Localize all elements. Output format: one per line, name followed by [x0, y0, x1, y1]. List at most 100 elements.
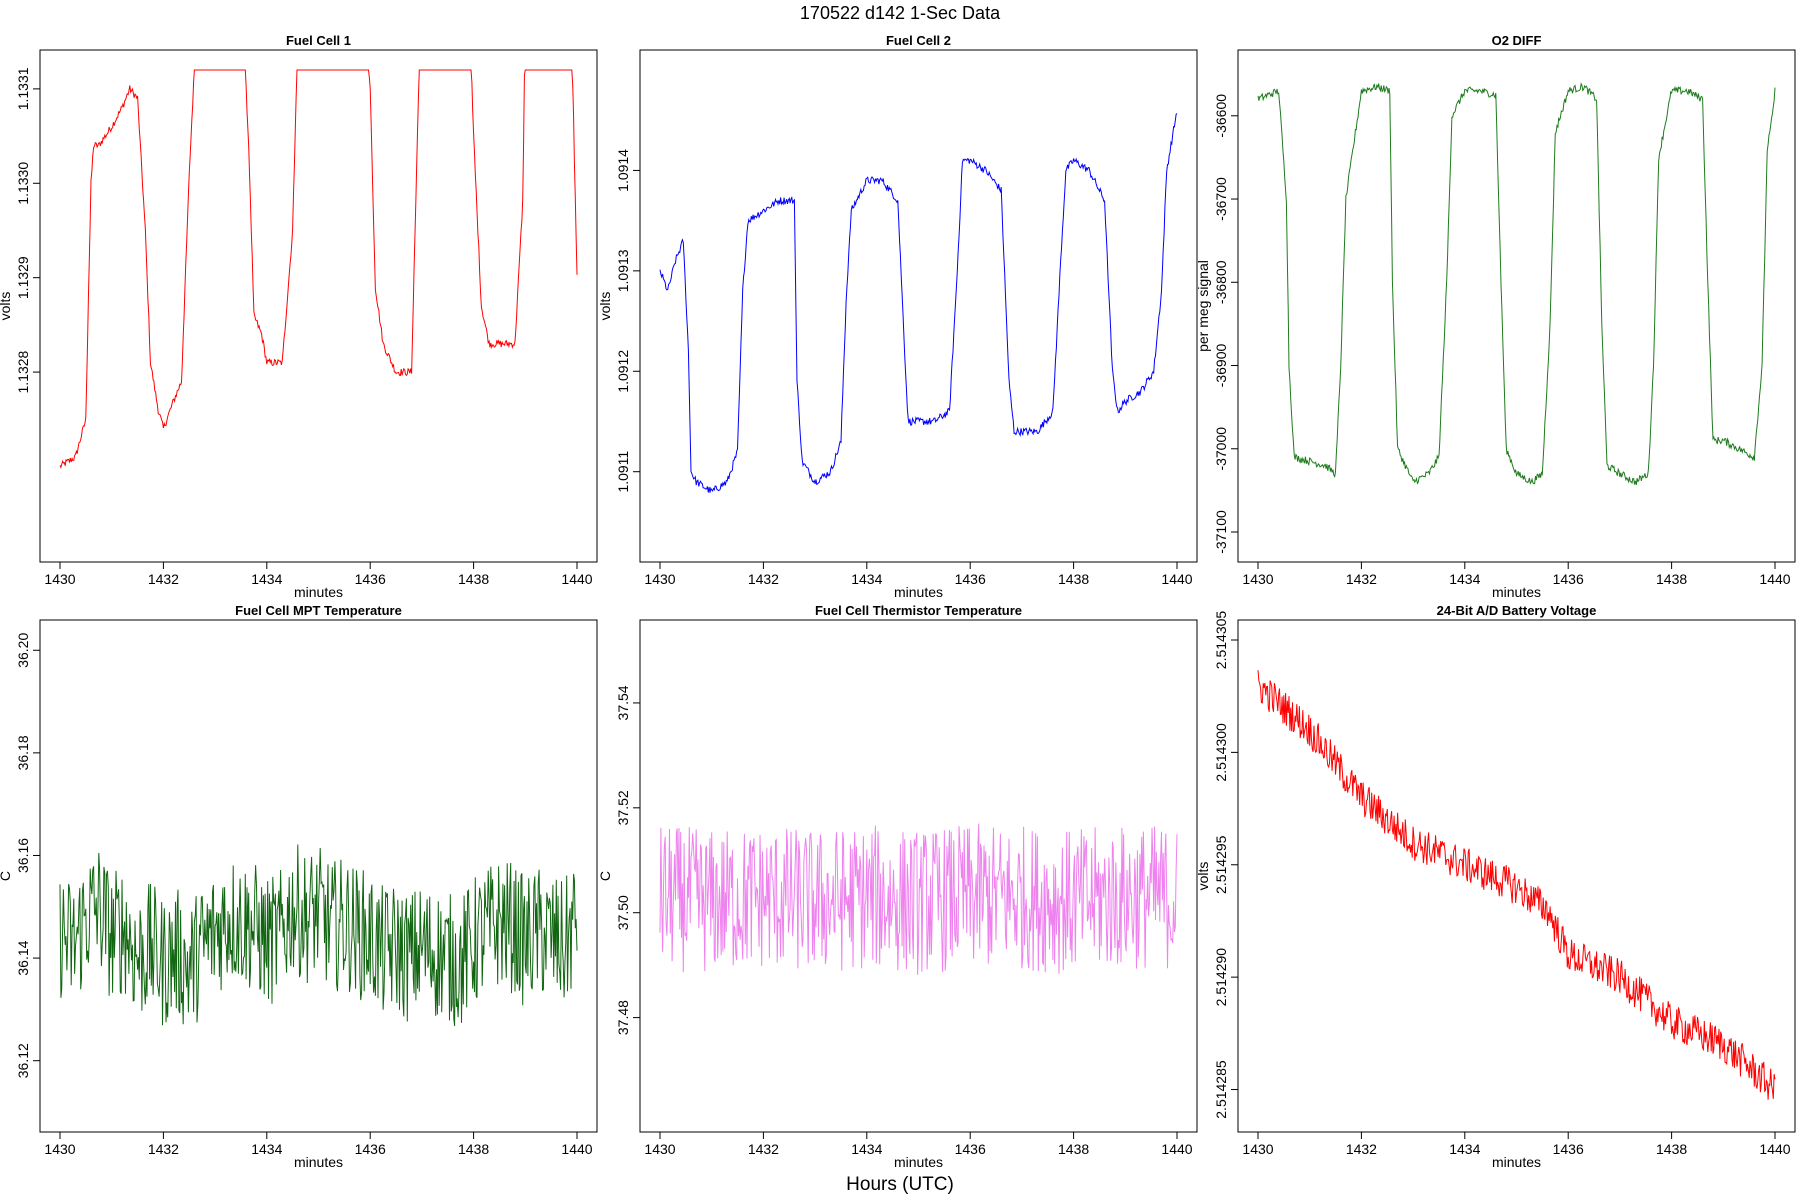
x-tick-label: 1440 [561, 1141, 592, 1157]
x-axis: 1430 1432 1434 1436 1438 1440 [1242, 561, 1791, 587]
x-axis-label: minutes [1492, 1154, 1541, 1170]
series-line [659, 823, 1178, 975]
x-tick-label: 1438 [458, 571, 489, 587]
y-tick-label: 36.16 [15, 838, 31, 873]
panel-2: Fuel Cell 2 1430 1432 1434 1436 1438 1440 minut… [597, 33, 1198, 600]
x-tick-label: 1430 [44, 571, 75, 587]
series-line [659, 113, 1178, 493]
panel-title: Fuel Cell MPT Temperature [235, 603, 402, 618]
y-tick-label: 36.12 [15, 1043, 31, 1078]
x-tick-label: 1434 [1449, 1141, 1480, 1157]
y-axis: 2.514285 2.514290 2.514295 2.514300 2.514305 [1213, 611, 1239, 1119]
y-axis: 1.0911 1.0912 1.0913 1.0914 [615, 149, 641, 493]
x-tick-label: 1432 [748, 1141, 779, 1157]
x-tick-label: 1436 [1553, 571, 1584, 587]
series-line [1257, 82, 1776, 486]
x-axis-label: minutes [1492, 584, 1541, 600]
x-tick-label: 1434 [851, 571, 882, 587]
y-axis: 36.12 36.14 36.16 36.18 36.20 [15, 633, 41, 1078]
x-axis-label: minutes [294, 584, 343, 600]
x-axis: 1430 1432 1434 1436 1438 1440 [644, 561, 1193, 587]
y-tick-label: 1.0914 [615, 149, 631, 192]
x-tick-label: 1430 [644, 1141, 675, 1157]
x-tick-label: 1440 [1759, 571, 1790, 587]
x-tick-label: 1438 [1058, 571, 1089, 587]
x-tick-label: 1430 [1242, 571, 1273, 587]
x-tick-label: 1438 [1656, 571, 1687, 587]
figure-title: 170522 d142 1-Sec Data [800, 3, 1001, 23]
panel-3: O2 DIFF 1430 1432 1434 1436 1438 1440 minutes -3… [1195, 33, 1796, 600]
y-tick-label: -36800 [1213, 260, 1229, 304]
x-axis-label: minutes [294, 1154, 343, 1170]
y-tick-label: 2.514290 [1213, 948, 1229, 1007]
figure-footer-xlabel: Hours (UTC) [846, 1174, 954, 1195]
x-tick-label: 1436 [1553, 1141, 1584, 1157]
plot-frame [39, 619, 598, 1133]
x-tick-label: 1430 [1242, 1141, 1273, 1157]
x-tick-label: 1434 [1449, 571, 1480, 587]
panel-1: Fuel Cell 1 1430 1432 1434 1436 1438 1440 minut… [0, 33, 598, 600]
x-tick-label: 1440 [1161, 571, 1192, 587]
plot-frame [1237, 619, 1796, 1133]
y-tick-label: 1.1331 [15, 67, 31, 110]
y-axis: 1.1328 1.1329 1.1330 1.1331 [15, 67, 41, 393]
x-tick-label: 1432 [148, 571, 179, 587]
y-axis-label: C [0, 871, 13, 881]
x-tick-label: 1438 [1058, 1141, 1089, 1157]
x-tick-label: 1440 [1161, 1141, 1192, 1157]
y-tick-label: 36.18 [15, 735, 31, 770]
y-tick-label: -37100 [1213, 510, 1229, 554]
x-tick-label: 1430 [44, 1141, 75, 1157]
plot-frame [39, 49, 598, 563]
x-tick-label: 1436 [355, 571, 386, 587]
y-tick-label: 1.0911 [615, 451, 631, 493]
x-tick-label: 1432 [748, 571, 779, 587]
y-tick-label: -36700 [1213, 177, 1229, 221]
panel-title: 24-Bit A/D Battery Voltage [1437, 603, 1597, 618]
x-tick-label: 1434 [251, 1141, 282, 1157]
plot-frame [1237, 49, 1796, 563]
panel-title: O2 DIFF [1492, 33, 1542, 48]
y-tick-label: -37000 [1213, 427, 1229, 471]
y-tick-label: 2.514300 [1213, 723, 1229, 782]
series-line [59, 844, 578, 1027]
panel-title: Fuel Cell 1 [286, 33, 351, 48]
x-tick-label: 1434 [251, 571, 282, 587]
x-tick-label: 1434 [851, 1141, 882, 1157]
y-tick-label: 36.20 [15, 633, 31, 668]
x-axis: 1430 1432 1434 1436 1438 1440 [644, 1131, 1193, 1157]
x-tick-label: 1438 [1656, 1141, 1687, 1157]
y-axis-label: C [597, 871, 613, 881]
panel-title: Fuel Cell 2 [886, 33, 951, 48]
y-tick-label: 2.514305 [1213, 611, 1229, 670]
x-tick-label: 1432 [148, 1141, 179, 1157]
x-axis-label: minutes [894, 1154, 943, 1170]
y-tick-label: -36600 [1213, 94, 1229, 138]
x-tick-label: 1436 [355, 1141, 386, 1157]
y-axis: 37.48 37.50 37.52 37.54 [615, 685, 641, 1035]
y-axis-label: per meg signal [1195, 260, 1211, 352]
series-line [59, 69, 578, 469]
panel-title: Fuel Cell Thermistor Temperature [815, 603, 1022, 618]
y-axis-label: volts [597, 292, 613, 321]
y-tick-label: 1.0913 [615, 249, 631, 292]
y-axis-label: volts [1195, 862, 1211, 891]
y-tick-label: 1.1328 [15, 350, 31, 393]
panel-5: Fuel Cell Thermistor Temperature 1430 1432… [597, 603, 1198, 1170]
x-tick-label: 1440 [561, 571, 592, 587]
series-line [1257, 670, 1776, 1100]
y-tick-label: 2.514295 [1213, 835, 1229, 894]
x-tick-label: 1432 [1346, 1141, 1377, 1157]
y-tick-label: 1.1329 [15, 256, 31, 299]
x-tick-label: 1440 [1759, 1141, 1790, 1157]
y-tick-label: 2.514285 [1213, 1060, 1229, 1119]
x-tick-label: 1436 [955, 1141, 986, 1157]
y-tick-label: 37.50 [615, 895, 631, 930]
y-tick-label: 1.0912 [615, 350, 631, 393]
y-tick-label: 36.14 [15, 940, 31, 975]
x-axis: 1430 1432 1434 1436 1438 1440 [1242, 1131, 1791, 1157]
x-axis-label: minutes [894, 584, 943, 600]
y-axis: -37100 -37000 -36900 -36800 -36700 -36600 [1213, 94, 1239, 554]
